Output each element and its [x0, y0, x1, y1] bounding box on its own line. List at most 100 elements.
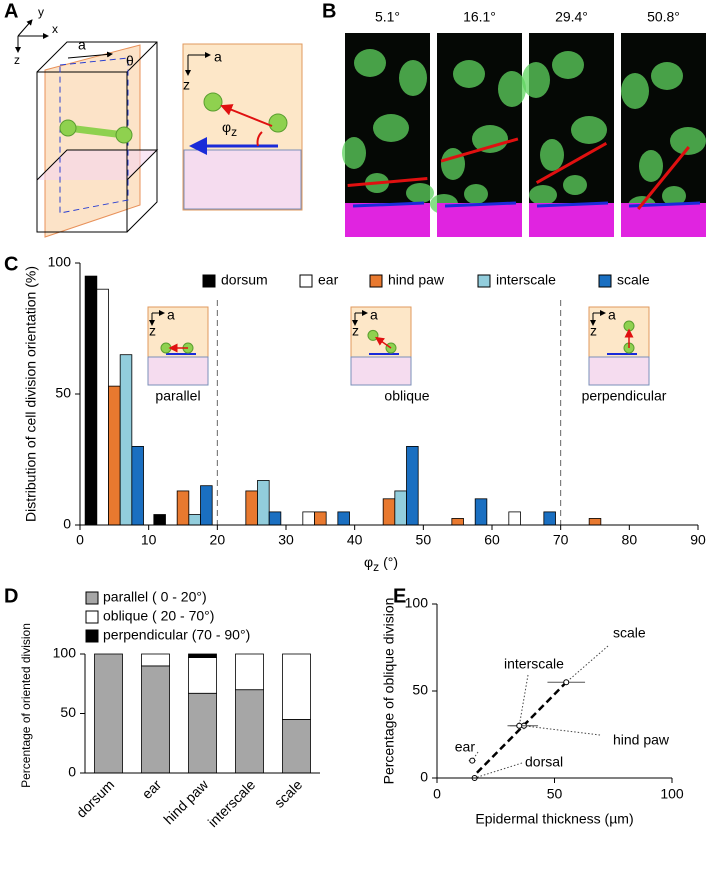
leader-line [474, 762, 523, 779]
panel-a: A y x z a θ a z φz [4, 0, 303, 238]
inset [350, 306, 412, 358]
subscript: z [373, 560, 379, 574]
cell-signal [373, 114, 409, 142]
cell [367, 329, 379, 341]
bar [394, 490, 407, 526]
division-axis [637, 146, 690, 210]
inset-dermis [183, 149, 302, 210]
legend-swatch [369, 274, 383, 288]
x-tick-label: 0 [433, 786, 441, 802]
cell-signal [354, 49, 386, 77]
panel-e: E 0 50 100 0 50 100 Epidermal thickness (µm) Per… [381, 585, 684, 826]
x-tick-label: 30 [278, 532, 294, 548]
bar [337, 511, 350, 526]
bar-segment [188, 657, 217, 694]
x-tick-label: 90 [690, 532, 706, 548]
cell-signal [464, 184, 488, 204]
x-tick-label: 70 [553, 532, 569, 548]
bar [96, 288, 109, 526]
x-tick-label: scale [271, 776, 306, 811]
cell-signal [552, 51, 584, 79]
panel-b: 5.1° 16.1° 29.4° 50.8° [342, 9, 706, 237]
legend-swatch [477, 274, 491, 288]
y-tick-label: 100 [405, 595, 429, 611]
bar-segment [188, 692, 217, 774]
bar [119, 354, 133, 526]
angle-label: θ [126, 53, 134, 69]
y-tick-label: 0 [63, 516, 71, 532]
dermis-signal [529, 203, 614, 237]
axis-letter: a [167, 307, 175, 323]
region-label: perpendicular [582, 388, 667, 404]
bar-segment [188, 653, 217, 658]
cell-signal [498, 71, 526, 107]
basal-line [444, 201, 517, 208]
x-tick-label: 60 [484, 532, 500, 548]
y-tick-label: 100 [53, 645, 77, 661]
axis-letter: z [352, 323, 359, 339]
angle-label: φz [222, 119, 237, 139]
legend-swatch [85, 629, 99, 643]
symbol: φ [364, 554, 373, 570]
y-tick-label: 0 [420, 769, 428, 785]
plane [59, 57, 129, 214]
legend-swatch [202, 274, 216, 288]
bar [188, 514, 201, 526]
inset-dermis [147, 356, 209, 386]
panel-label: A [4, 0, 18, 22]
division-axis [347, 176, 428, 188]
angle-label: 29.4° [555, 9, 588, 25]
cell-signal [571, 116, 607, 144]
legend-label: interscale [496, 272, 556, 288]
vector-arrow [67, 51, 113, 59]
bar-segment [282, 653, 311, 720]
bar-segment [141, 653, 170, 667]
legend-label: hind paw [388, 272, 445, 288]
symbol: φ [222, 119, 231, 135]
dermis-signal [437, 203, 522, 237]
inset-dermis [588, 356, 650, 386]
red-arrow [375, 336, 392, 349]
cell-signal [529, 185, 557, 205]
dermis-signal [621, 203, 706, 237]
subscript: z [231, 125, 237, 139]
axis-letter: z [149, 323, 156, 339]
leader-line [565, 645, 609, 683]
legend-label: dorsum [221, 272, 268, 288]
x-tick-label: 20 [210, 532, 226, 548]
bar [245, 490, 258, 526]
bar [382, 498, 396, 526]
y-axis-label: Distribution of cell division orientatio… [23, 266, 39, 522]
x-axis-label: φz (°) [364, 554, 398, 574]
cell [203, 92, 223, 112]
bar [131, 445, 144, 526]
y-axis-label: Percentage of oblique division [381, 598, 397, 785]
vector-label: a [78, 37, 86, 53]
bar [314, 511, 327, 526]
point-label: dorsal [525, 754, 563, 770]
cell-signal [522, 62, 550, 98]
cell-signal [651, 62, 683, 90]
bar-segment [235, 689, 264, 774]
box [126, 41, 158, 73]
cell [59, 119, 77, 137]
cell [268, 113, 288, 133]
cell-signal [621, 73, 649, 109]
legend-label: scale [617, 272, 650, 288]
cell-signal [670, 127, 706, 155]
cell-signal [540, 139, 564, 171]
cell-signal [453, 60, 485, 88]
bar [257, 480, 270, 526]
bar [176, 490, 190, 526]
legend-label: parallel ( 0 - 20°) [103, 589, 207, 605]
bar [84, 275, 98, 526]
x-tick-label: 0 [76, 532, 84, 548]
bar-segment [141, 665, 170, 774]
y-axis-label: Percentage of oriented division [19, 623, 33, 788]
x-tick-label: 50 [547, 786, 563, 802]
point [516, 722, 523, 729]
cell [160, 342, 172, 354]
rod [67, 124, 125, 139]
axis-letter: x [52, 22, 58, 36]
